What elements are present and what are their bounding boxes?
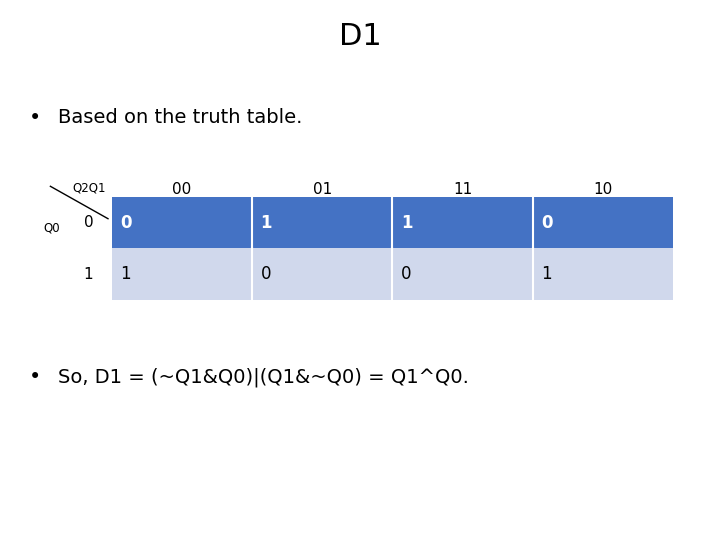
Text: •: • — [29, 108, 41, 128]
Bar — [112, 248, 252, 300]
Bar — [533, 197, 673, 248]
Bar — [252, 248, 392, 300]
Text: 1: 1 — [84, 267, 94, 281]
Text: 0: 0 — [541, 214, 553, 232]
Bar — [533, 248, 673, 300]
Text: 1: 1 — [401, 214, 413, 232]
Bar — [392, 248, 533, 300]
Text: 1: 1 — [261, 214, 272, 232]
Text: 0: 0 — [120, 214, 132, 232]
Text: 11: 11 — [453, 182, 472, 197]
Bar — [392, 197, 533, 248]
Text: So, D1 = (~Q1&Q0)|(Q1&~Q0) = Q1^Q0.: So, D1 = (~Q1&Q0)|(Q1&~Q0) = Q1^Q0. — [58, 367, 469, 387]
Text: •: • — [29, 367, 41, 387]
Bar — [252, 197, 392, 248]
Text: D1: D1 — [338, 22, 382, 51]
Bar — [112, 197, 252, 248]
Text: 10: 10 — [593, 182, 613, 197]
Text: Based on the truth table.: Based on the truth table. — [58, 108, 302, 127]
Text: 0: 0 — [84, 215, 94, 230]
Text: 00: 00 — [172, 182, 192, 197]
Text: Q0: Q0 — [43, 221, 60, 234]
Text: 1: 1 — [120, 265, 131, 283]
Text: Q2Q1: Q2Q1 — [72, 181, 106, 194]
Text: 0: 0 — [401, 265, 412, 283]
Text: 01: 01 — [312, 182, 332, 197]
Text: 0: 0 — [261, 265, 271, 283]
Text: 1: 1 — [541, 265, 552, 283]
